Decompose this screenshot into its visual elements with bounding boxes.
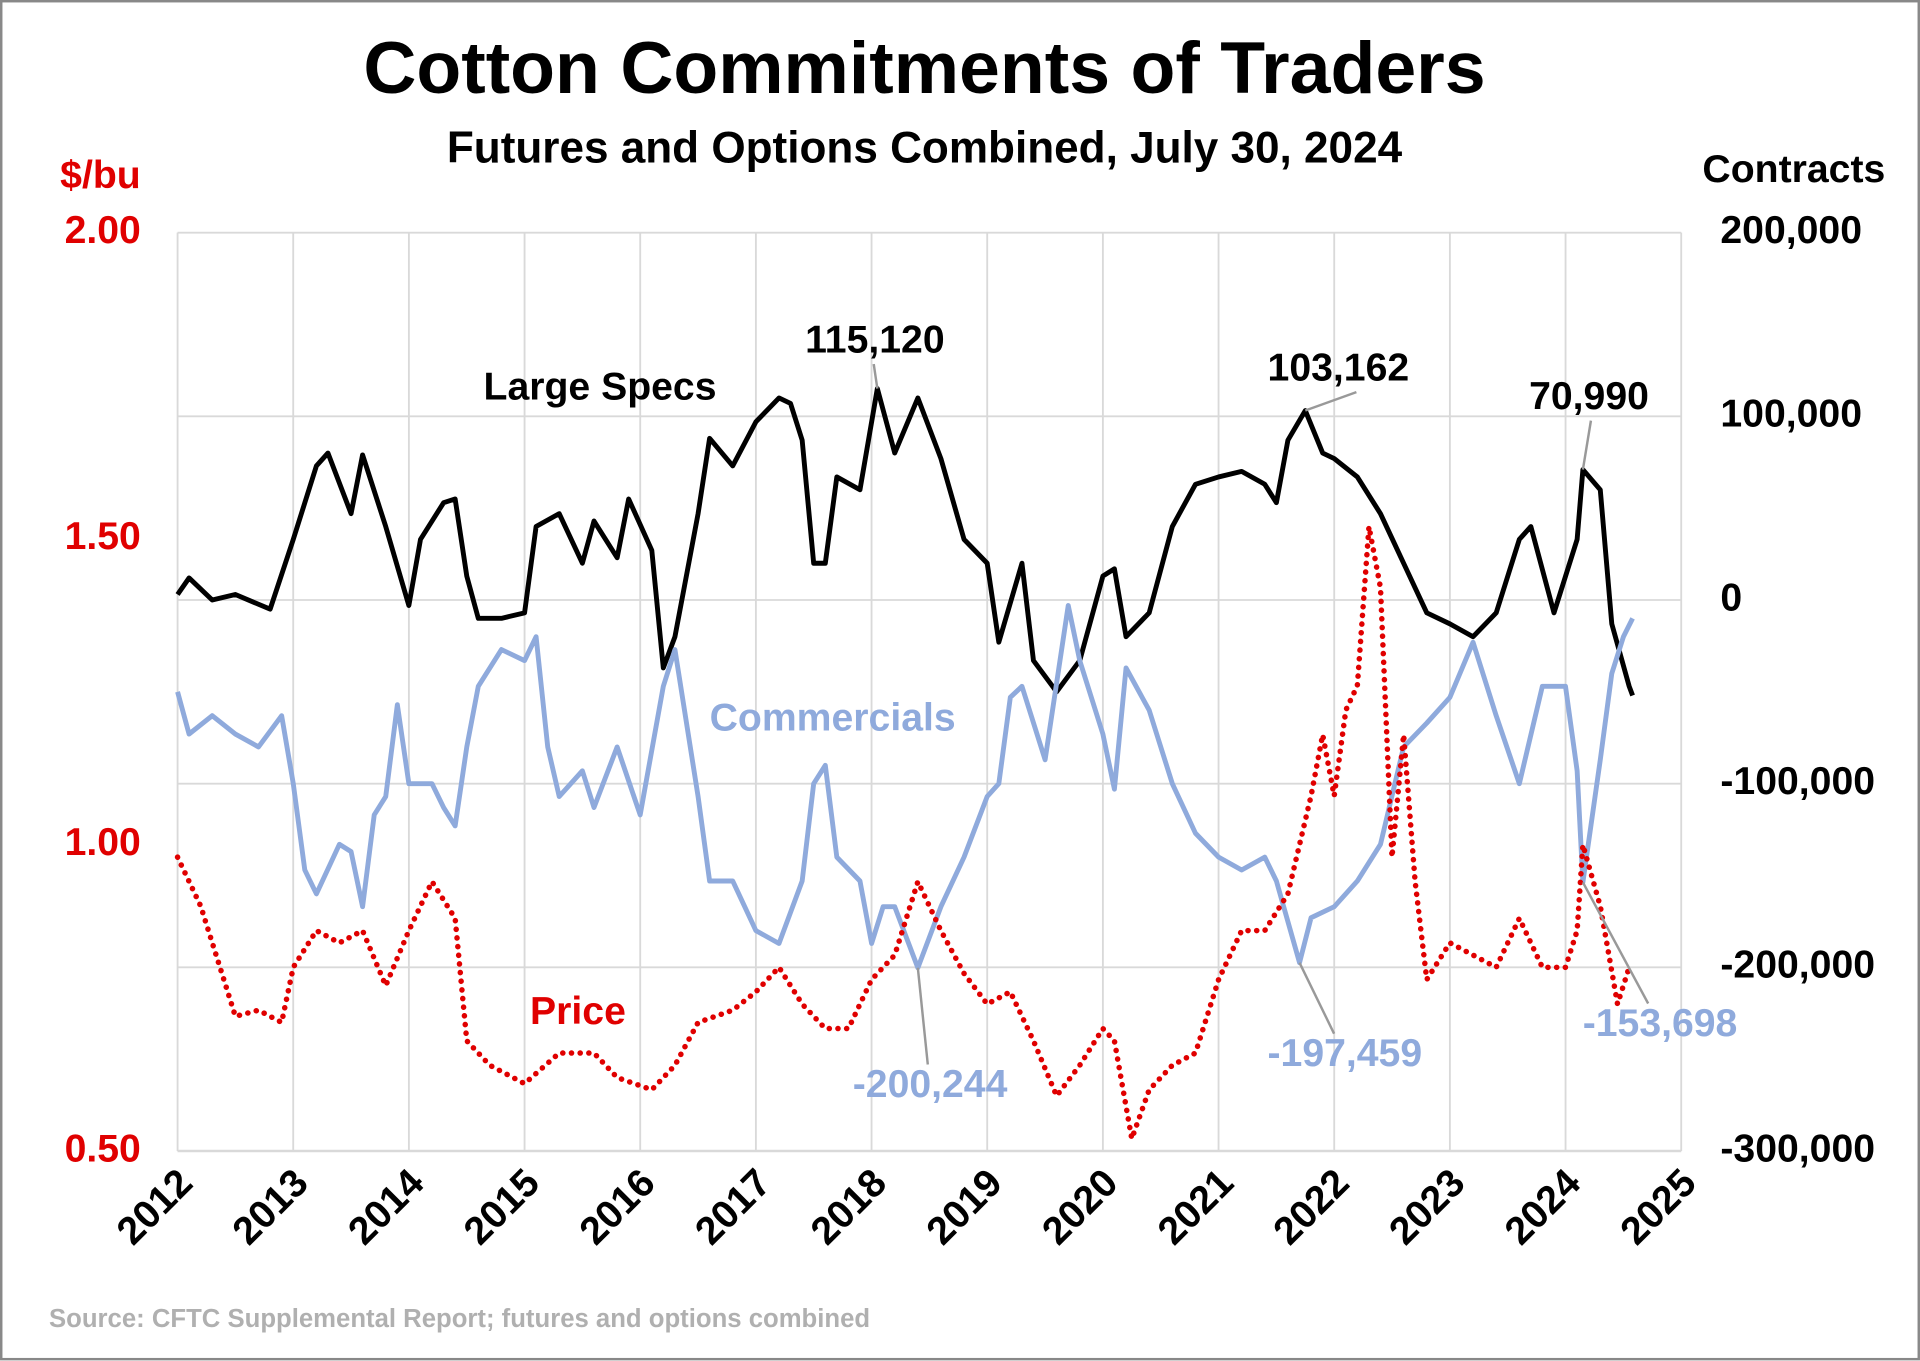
y-tick-label: 0.50: [65, 1127, 141, 1170]
series-line: [175, 386, 1635, 697]
annotation-label: -153,698: [1583, 1002, 1738, 1045]
y2-tick-label: -100,000: [1720, 760, 1875, 803]
source-note: Source: CFTC Supplemental Report; future…: [49, 1305, 870, 1333]
y-tick-label: 2.00: [65, 209, 141, 252]
y2-tick-label: 0: [1720, 576, 1742, 619]
y2-axis-label: Contracts: [1702, 148, 1885, 191]
series-label: Large Specs: [484, 366, 717, 409]
y2-tick-label: 100,000: [1720, 393, 1862, 436]
annotation-leader: [1304, 390, 1357, 412]
annotation-leader: [1298, 962, 1336, 1035]
annotation-label: -197,459: [1267, 1032, 1422, 1075]
y2-tick-label: -300,000: [1720, 1127, 1875, 1170]
chart-subtitle: Futures and Options Combined, July 30, 2…: [447, 123, 1403, 172]
annotation-label: 115,120: [805, 318, 944, 361]
annotation-leader: [1581, 881, 1650, 1005]
annotation-leader: [1581, 420, 1593, 470]
series-line: [175, 603, 1635, 971]
annotation-leader: [916, 967, 930, 1065]
series-label: Price: [530, 990, 626, 1033]
annotation-label: 70,990: [1529, 375, 1649, 418]
annotation-label: -200,244: [853, 1063, 1008, 1106]
y-axis-label: $/bu: [60, 154, 141, 197]
y2-tick-label: -200,000: [1720, 944, 1875, 987]
y-tick-label: 1.50: [65, 515, 141, 558]
annotation-leader: [872, 363, 879, 389]
annotation-label: 103,162: [1268, 346, 1410, 389]
series-line: [174, 523, 1632, 1142]
y-tick-label: 1.00: [65, 821, 141, 864]
y2-tick-label: 200,000: [1720, 209, 1862, 252]
series-label: Commercials: [710, 696, 956, 739]
chart-title: Cotton Commitments of Traders: [363, 26, 1485, 109]
